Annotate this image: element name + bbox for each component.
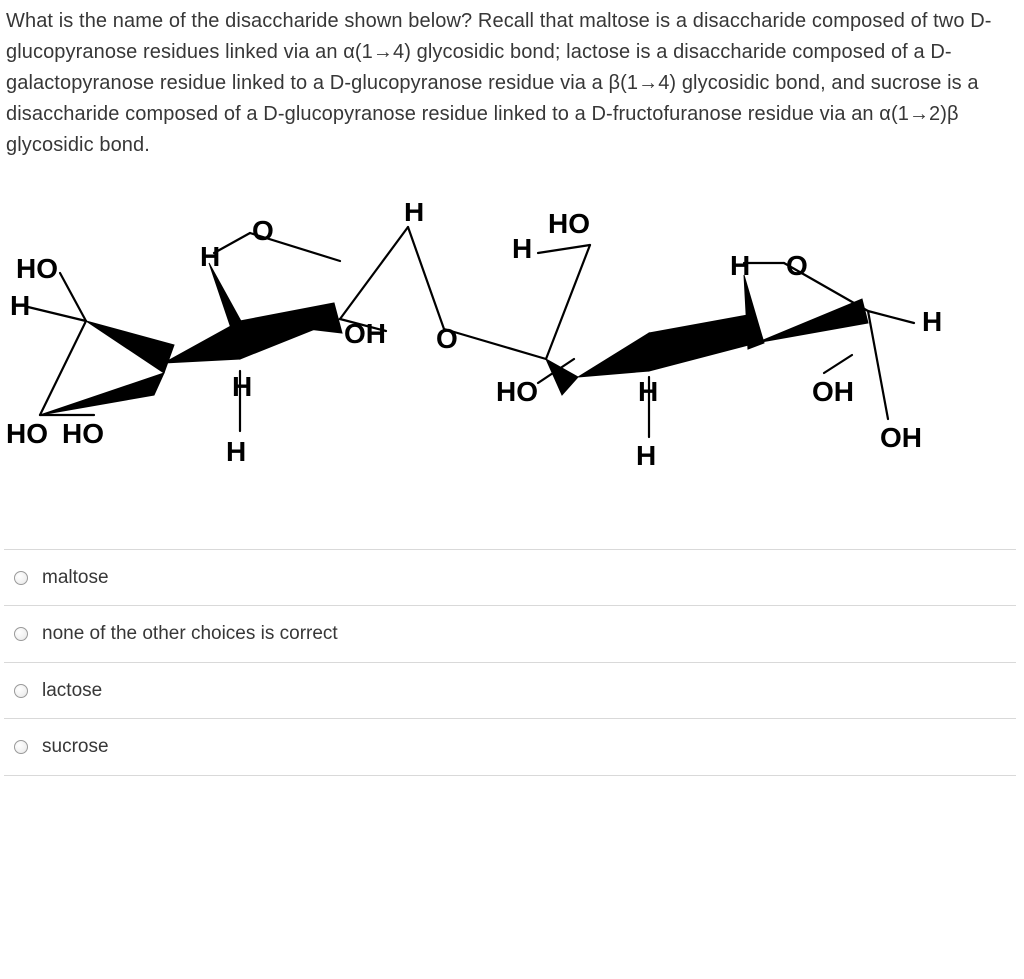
svg-text:HO: HO: [16, 253, 58, 284]
svg-text:HO: HO: [6, 418, 48, 449]
svg-text:H: H: [10, 290, 30, 321]
svg-text:O: O: [786, 250, 808, 281]
svg-text:O: O: [436, 323, 458, 354]
option-label: lactose: [42, 676, 102, 705]
svg-text:H: H: [922, 306, 942, 337]
option-row[interactable]: maltose: [4, 549, 1016, 605]
svg-text:OH: OH: [812, 376, 854, 407]
svg-text:OH: OH: [880, 422, 922, 453]
question-text: What is the name of the disaccharide sho…: [4, 4, 1016, 179]
option-label: sucrose: [42, 732, 109, 761]
svg-text:H: H: [404, 203, 424, 227]
svg-text:H: H: [636, 440, 656, 471]
svg-text:H: H: [512, 233, 532, 264]
radio-button[interactable]: [14, 740, 28, 754]
option-row[interactable]: lactose: [4, 662, 1016, 718]
option-row[interactable]: sucrose: [4, 718, 1016, 775]
option-label: none of the other choices is correct: [42, 619, 338, 648]
svg-text:H: H: [638, 376, 658, 407]
svg-text:HO: HO: [496, 376, 538, 407]
svg-text:H: H: [200, 241, 220, 272]
option-label: maltose: [42, 563, 109, 592]
svg-text:OH: OH: [344, 318, 386, 349]
radio-button[interactable]: [14, 571, 28, 585]
radio-button[interactable]: [14, 684, 28, 698]
svg-text:H: H: [226, 436, 246, 467]
svg-text:O: O: [252, 215, 274, 246]
svg-text:H: H: [730, 250, 750, 281]
molecule-structure: HOHHOHOHOHHOHHOHHOHOHHHOOHHOH: [4, 179, 1016, 543]
svg-text:HO: HO: [62, 418, 104, 449]
svg-text:H: H: [232, 371, 252, 402]
radio-button[interactable]: [14, 627, 28, 641]
svg-text:HO: HO: [548, 208, 590, 239]
answer-options: maltose none of the other choices is corr…: [4, 549, 1016, 776]
option-row[interactable]: none of the other choices is correct: [4, 605, 1016, 661]
